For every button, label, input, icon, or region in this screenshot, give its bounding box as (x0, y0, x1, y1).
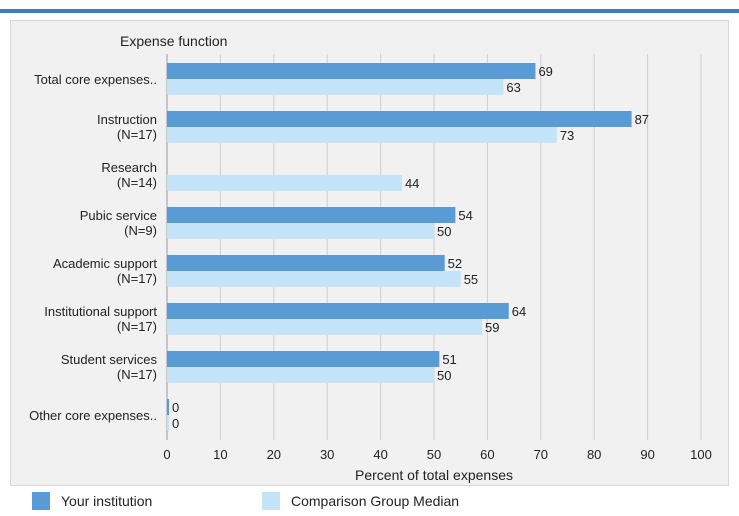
x-tick-label: 0 (163, 447, 170, 462)
bar-chart: Expense function 0 10 20 30 40 50 60 70 80 90 100 Pe… (29, 33, 712, 483)
bar-value-label: 54 (458, 208, 472, 223)
bar-value-label: 87 (635, 112, 649, 127)
category-label: Other core expenses.. (29, 408, 157, 423)
category-label: Research (101, 160, 157, 175)
bar (167, 111, 632, 127)
bar (167, 319, 483, 335)
bar-value-label: 69 (538, 64, 552, 79)
category-label: Student services (61, 352, 158, 367)
category-label: Instruction (97, 112, 157, 127)
bar-value-label: 64 (512, 304, 526, 319)
category-label: (N=17) (117, 271, 157, 286)
bar (167, 367, 434, 383)
bar (167, 303, 509, 319)
x-tick-label: 90 (640, 447, 654, 462)
bar-value-label: 50 (437, 224, 451, 239)
bar-value-label: 52 (448, 256, 462, 271)
bar-value-label: 63 (506, 80, 520, 95)
legend-item-your-institution: Your institution (32, 492, 152, 510)
x-tick-label: 80 (587, 447, 601, 462)
bar-value-label: 0 (172, 400, 179, 415)
category-label: (N=14) (117, 175, 157, 190)
legend: Your institution Comparison Group Median (10, 488, 729, 516)
bar-value-label: 51 (442, 352, 456, 367)
x-tick-label: 70 (534, 447, 548, 462)
bar (167, 415, 169, 431)
legend-label-your-institution: Your institution (61, 493, 153, 509)
bar-value-label: 73 (560, 128, 574, 143)
bar-value-label: 59 (485, 320, 499, 335)
x-tick-label: 20 (267, 447, 281, 462)
category-label: (N=9) (124, 223, 157, 238)
legend-swatch-your-institution (32, 492, 50, 510)
bar (167, 175, 402, 191)
category-label: Total core expenses.. (34, 72, 157, 87)
bar (167, 255, 445, 271)
legend-label-comparison-median: Comparison Group Median (291, 493, 460, 509)
x-tick-label: 50 (427, 447, 441, 462)
bar (167, 351, 440, 367)
bar (167, 79, 504, 95)
category-header: Expense function (120, 33, 227, 49)
x-tick-label: 60 (480, 447, 494, 462)
x-tick-label: 30 (320, 447, 334, 462)
bar (167, 127, 557, 143)
chart-panel (10, 20, 729, 486)
top-accent-rule (0, 9, 739, 13)
bar (167, 207, 456, 223)
x-tick-label: 40 (373, 447, 387, 462)
x-tick-label: 10 (213, 447, 227, 462)
bar (167, 271, 461, 287)
category-label: (N=17) (117, 367, 157, 382)
bar (167, 223, 434, 239)
x-axis-label: Percent of total expenses (355, 467, 513, 483)
legend-swatch-comparison-median (262, 492, 280, 510)
x-tick-label: 100 (690, 447, 712, 462)
bar-value-label: 44 (405, 176, 419, 191)
category-label: Pubic service (80, 208, 157, 223)
legend-item-comparison-median: Comparison Group Median (262, 492, 459, 510)
bar-value-label: 50 (437, 368, 451, 383)
bar (167, 399, 169, 415)
category-label: Institutional support (44, 304, 157, 319)
category-label: Academic support (53, 256, 157, 271)
bar (167, 63, 536, 79)
category-label: (N=17) (117, 319, 157, 334)
bar-value-label: 55 (464, 272, 478, 287)
bar-value-label: 0 (172, 416, 179, 431)
category-label: (N=17) (117, 127, 157, 142)
